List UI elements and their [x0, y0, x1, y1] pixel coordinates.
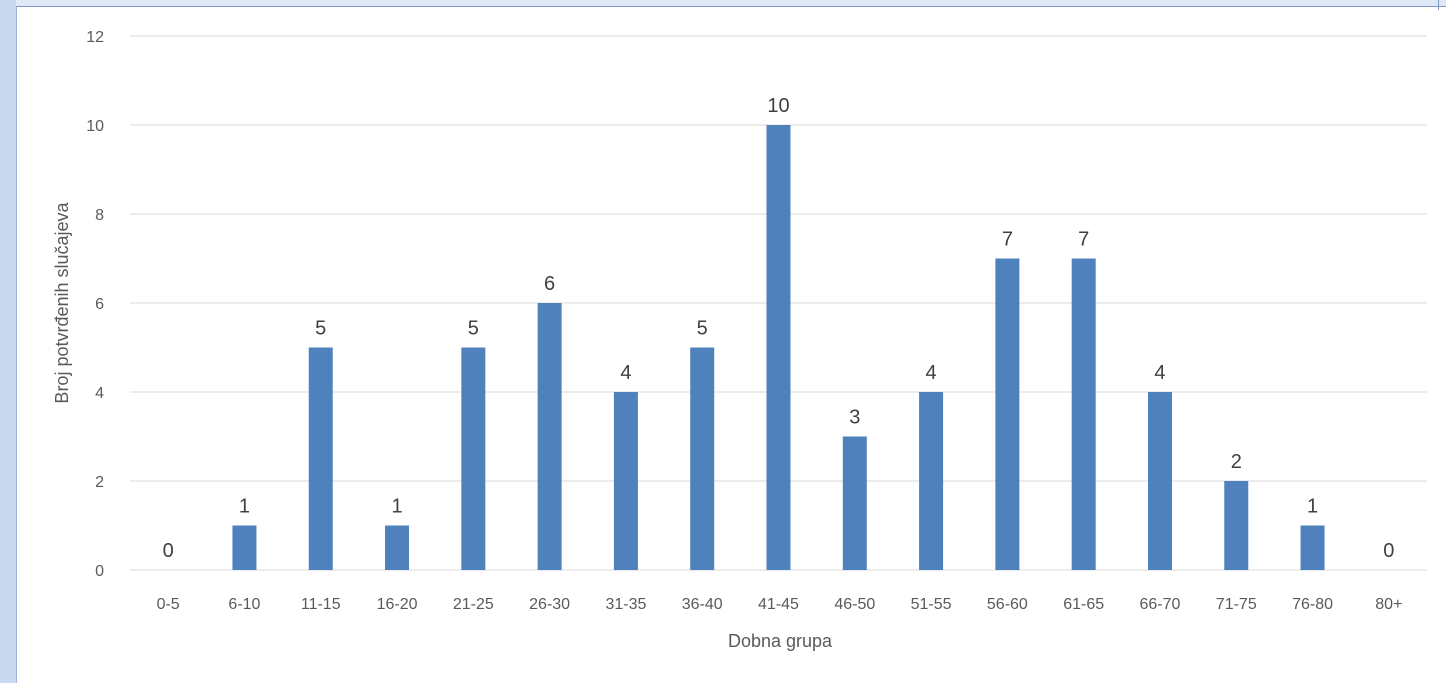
x-tick-label: 56-60: [987, 596, 1028, 613]
x-tick-label: 76-80: [1292, 596, 1333, 613]
x-tick-label: 41-45: [758, 596, 799, 613]
data-label: 5: [468, 318, 479, 340]
bar: [461, 347, 486, 570]
x-tick-label: 11-15: [301, 596, 341, 613]
data-label: 1: [391, 496, 402, 518]
y-axis-title: Broj potvrđenih slučajeva: [52, 201, 72, 403]
bar: [613, 392, 638, 570]
x-tick-label: 71-75: [1216, 596, 1257, 613]
x-tick-label: 16-20: [377, 596, 418, 613]
bar: [690, 347, 715, 570]
data-label: 2: [1231, 451, 1242, 473]
bar: [842, 436, 867, 570]
bar: [1300, 525, 1325, 570]
data-label: 5: [315, 318, 326, 340]
x-tick-label: 80+: [1375, 596, 1402, 613]
bar: [995, 258, 1020, 570]
x-tick-label: 61-65: [1063, 596, 1104, 613]
bar: [537, 303, 562, 570]
window-top-edge: [16, 0, 1446, 7]
data-label: 1: [239, 496, 250, 518]
bars: [232, 125, 1325, 570]
data-label: 7: [1002, 229, 1013, 251]
y-tick-label: 4: [95, 385, 104, 402]
data-label: 7: [1078, 229, 1089, 251]
y-tick-label: 2: [95, 474, 104, 491]
window-top-divider: [1438, 0, 1439, 10]
bar: [1224, 481, 1249, 570]
data-label: 0: [1383, 540, 1394, 562]
x-tick-label: 51-55: [911, 596, 952, 613]
y-axis-ticks: 0 2 4 6 8 10 12: [86, 29, 104, 580]
y-tick-label: 0: [95, 563, 104, 580]
data-label: 5: [697, 318, 708, 340]
x-tick-label: 0-5: [157, 596, 180, 613]
x-tick-label: 31-35: [605, 596, 646, 613]
data-label: 10: [767, 95, 789, 117]
y-tick-label: 8: [95, 207, 104, 224]
bar: [1147, 392, 1172, 570]
y-tick-label: 6: [95, 296, 104, 313]
x-tick-label: 26-30: [529, 596, 570, 613]
data-label: 4: [926, 362, 937, 384]
data-label: 4: [1154, 362, 1165, 384]
data-label: 4: [620, 362, 631, 384]
bar: [1071, 258, 1096, 570]
data-label: 0: [163, 540, 174, 562]
x-tick-label: 46-50: [834, 596, 875, 613]
x-tick-label: 36-40: [682, 596, 723, 613]
window-left-edge: [0, 0, 17, 683]
data-label: 1: [1307, 496, 1318, 518]
bar: [919, 392, 944, 570]
x-tick-label: 6-10: [228, 596, 260, 613]
bar: [766, 125, 791, 570]
x-axis-title: Dobna grupa: [728, 631, 833, 651]
x-tick-label: 66-70: [1140, 596, 1181, 613]
y-tick-label: 10: [86, 118, 104, 135]
bar: [308, 347, 333, 570]
bar: [232, 525, 257, 570]
data-label: 3: [849, 407, 860, 429]
x-tick-label: 21-25: [453, 596, 494, 613]
x-axis-ticks: 0-5 6-10 11-15 16-20 21-25 26-30 31-35 36-40 41-…: [157, 596, 1403, 613]
bar: [385, 525, 410, 570]
y-tick-label: 12: [86, 29, 104, 46]
data-label: 6: [544, 273, 555, 295]
